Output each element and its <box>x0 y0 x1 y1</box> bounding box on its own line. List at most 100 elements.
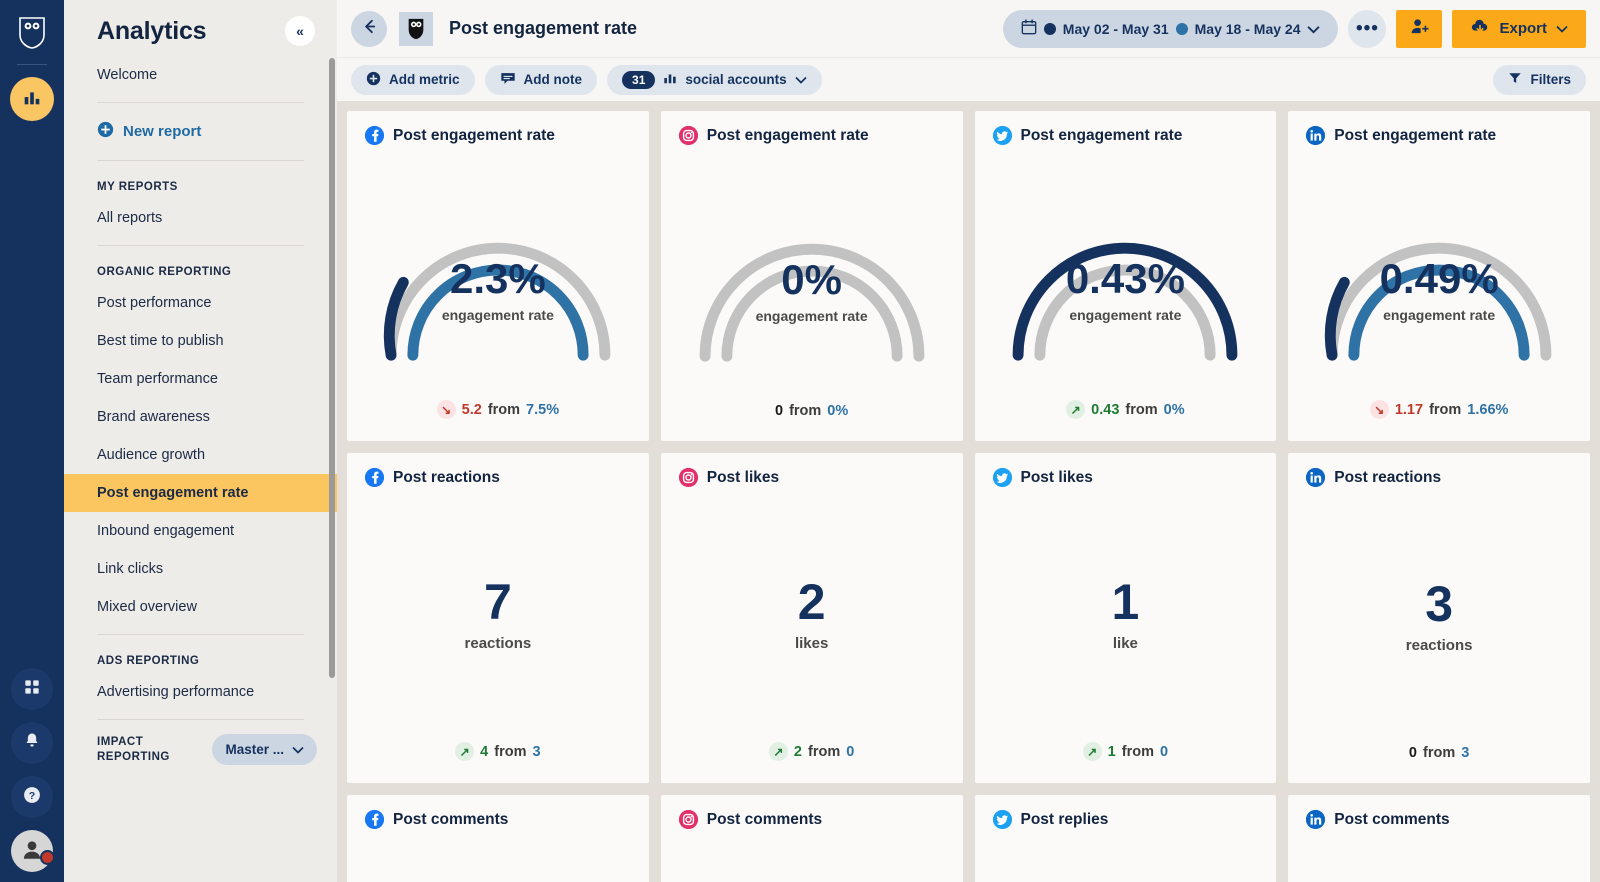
back-button[interactable] <box>351 10 387 47</box>
card-title: Post likes <box>706 468 780 486</box>
social-accounts-label: social accounts <box>685 72 787 87</box>
comparison-date-range: May 18 - May 24 <box>1194 20 1301 37</box>
sidebar-header: Analytics « <box>64 0 337 56</box>
delta-from-word: from <box>1423 745 1456 761</box>
sidebar-divider <box>97 245 304 246</box>
sidebar-item-post-engagement-rate[interactable]: Post engagement rate <box>64 474 337 512</box>
sidebar-item-inbound-engagement[interactable]: Inbound engagement <box>97 523 235 539</box>
gauge-previous-arc <box>383 276 409 361</box>
metric-value: 3 <box>1425 575 1454 632</box>
gauge-inner-track <box>721 265 903 362</box>
export-button[interactable]: Export <box>1452 9 1586 48</box>
metric-card-number[interactable]: Post comments <box>347 795 649 882</box>
rail-item-notifications[interactable] <box>11 722 55 865</box>
filters-label: Filters <box>1530 72 1571 87</box>
card-title: Post comments <box>1334 810 1450 828</box>
card-header: Post comments <box>1306 810 1572 829</box>
collapse-sidebar-button[interactable]: « <box>285 16 315 46</box>
new-report-button[interactable]: New report <box>64 111 337 152</box>
sidebar-item-post-performance[interactable]: Post performance <box>97 295 212 311</box>
sidebar-item-best-time-to-publish[interactable]: Best time to publish <box>97 333 224 349</box>
sidebar-scrollbar[interactable] <box>329 58 335 678</box>
sidebar-group-label: MY REPORTS <box>97 181 178 193</box>
sidebar-item-team-performance[interactable]: Team performance <box>97 371 218 387</box>
filter-funnel-icon <box>1508 71 1522 88</box>
sidebar-item-welcome[interactable]: Welcome <box>97 67 158 83</box>
sidebar-item-brand-awareness[interactable]: Brand awareness <box>97 409 210 425</box>
sidebar-item-audience-growth[interactable]: Audience growth <box>97 447 206 463</box>
arrow-down-right-icon: ↘ <box>1369 400 1389 419</box>
card-header: Post engagement rate <box>365 126 631 145</box>
chevron-down-icon <box>1556 20 1568 37</box>
delta-value: 5.2 <box>461 401 482 418</box>
filters-button[interactable]: Filters <box>1493 64 1586 95</box>
gauge-chart: 0.49% engagement rate <box>1306 141 1572 400</box>
impact-org-selector-label: Master ... <box>225 742 284 757</box>
card-header: Post engagement rate <box>992 126 1259 145</box>
metric-card-number[interactable]: Post likes 1 like ↗ 1 from 0 <box>974 453 1277 783</box>
metric-card-gauge[interactable]: Post engagement rate 0% engagement rate <box>660 111 963 441</box>
rail-item-analytics[interactable] <box>10 77 54 121</box>
rail-divider <box>17 64 47 65</box>
metric-card-number[interactable]: Post likes 2 likes ↗ 2 from 0 <box>660 453 963 783</box>
card-header: Post likes <box>992 468 1259 487</box>
gauge-current-arc <box>407 264 589 361</box>
card-title: Post engagement rate <box>1020 126 1183 144</box>
global-nav-rail: ? <box>0 0 64 882</box>
linkedin-icon <box>1306 810 1326 829</box>
gauge-current-arc <box>1348 264 1530 361</box>
date-range-picker[interactable]: May 02 - May 31 May 18 - May 24 <box>1002 9 1339 48</box>
add-metric-button[interactable]: Add metric <box>351 64 475 95</box>
invite-user-button[interactable] <box>1396 9 1443 48</box>
analytics-sidebar: Analytics « Welcome New report MY REPO <box>64 0 337 882</box>
delta-value: 2 <box>793 743 802 760</box>
hootsuite-owl-icon[interactable] <box>15 14 49 50</box>
impact-org-selector[interactable]: Master ... <box>212 734 317 765</box>
metric-card-number[interactable]: Post comments <box>660 795 963 882</box>
metric-card-number[interactable]: Post reactions 3 reactions 0 from 3 <box>1288 453 1590 783</box>
delta-previous-value: 7.5% <box>526 401 560 418</box>
delta-from-word: from <box>808 743 841 760</box>
sidebar-item-all-reports[interactable]: All reports <box>97 210 163 226</box>
social-accounts-selector[interactable]: 31 social accounts <box>607 64 822 95</box>
metric-value: 7 <box>483 574 512 630</box>
arrow-down-right-icon: ↘ <box>436 400 456 419</box>
more-options-button[interactable]: ••• <box>1348 9 1387 48</box>
ellipsis-icon: ••• <box>1356 17 1379 39</box>
sidebar-group-label: ADS REPORTING <box>97 655 200 667</box>
metric-card-gauge[interactable]: Post engagement rate 0.43% engagement ra… <box>974 111 1277 441</box>
add-note-label: Add note <box>523 72 583 87</box>
bar-chart-icon <box>663 71 677 88</box>
card-header: Post engagement rate <box>1306 126 1572 145</box>
question-mark-icon: ? <box>21 784 43 811</box>
metric-card-number[interactable]: Post reactions 7 reactions ↗ 4 from 3 <box>347 453 649 783</box>
chevron-double-left-icon: « <box>296 23 304 39</box>
arrow-up-right-icon: ↗ <box>1082 742 1102 761</box>
bell-icon <box>22 731 42 756</box>
social-accounts-count: 31 <box>622 70 656 89</box>
sidebar-item-link-clicks[interactable]: Link clicks <box>97 561 164 577</box>
arrow-left-icon <box>360 17 379 41</box>
delta-from-word: from <box>1125 401 1158 418</box>
add-note-button[interactable]: Add note <box>484 64 598 95</box>
delta-from-word: from <box>487 401 521 418</box>
metric-card-gauge[interactable]: Post engagement rate 0.49% engagement ra… <box>1288 111 1590 441</box>
metric-card-gauge[interactable]: Post engagement rate 2.3% engagement rat… <box>347 111 649 441</box>
gauge-inner-track <box>1034 264 1216 361</box>
rail-item-profile[interactable] <box>11 830 53 872</box>
sidebar-item-advertising-performance[interactable]: Advertising performance <box>97 684 255 700</box>
card-title: Post reactions <box>1334 468 1442 486</box>
sidebar-group-label: ORGANIC REPORTING <box>97 266 232 278</box>
instagram-icon <box>678 810 698 829</box>
delta-value: 0 <box>1408 745 1417 761</box>
metric-card-number[interactable]: Post comments <box>1288 795 1590 882</box>
notification-badge-dot <box>40 850 55 865</box>
arrow-up-right-icon: ↗ <box>455 742 475 761</box>
rail-item-help[interactable]: ? <box>11 776 53 818</box>
gauge-chart: 0% engagement rate <box>679 141 945 403</box>
sidebar-item-mixed-overview[interactable]: Mixed overview <box>97 599 197 615</box>
rail-item-apps[interactable] <box>11 668 53 710</box>
sidebar-divider <box>97 102 304 103</box>
metric-card-number[interactable]: Post replies <box>974 795 1277 882</box>
note-comment-icon <box>500 71 516 89</box>
